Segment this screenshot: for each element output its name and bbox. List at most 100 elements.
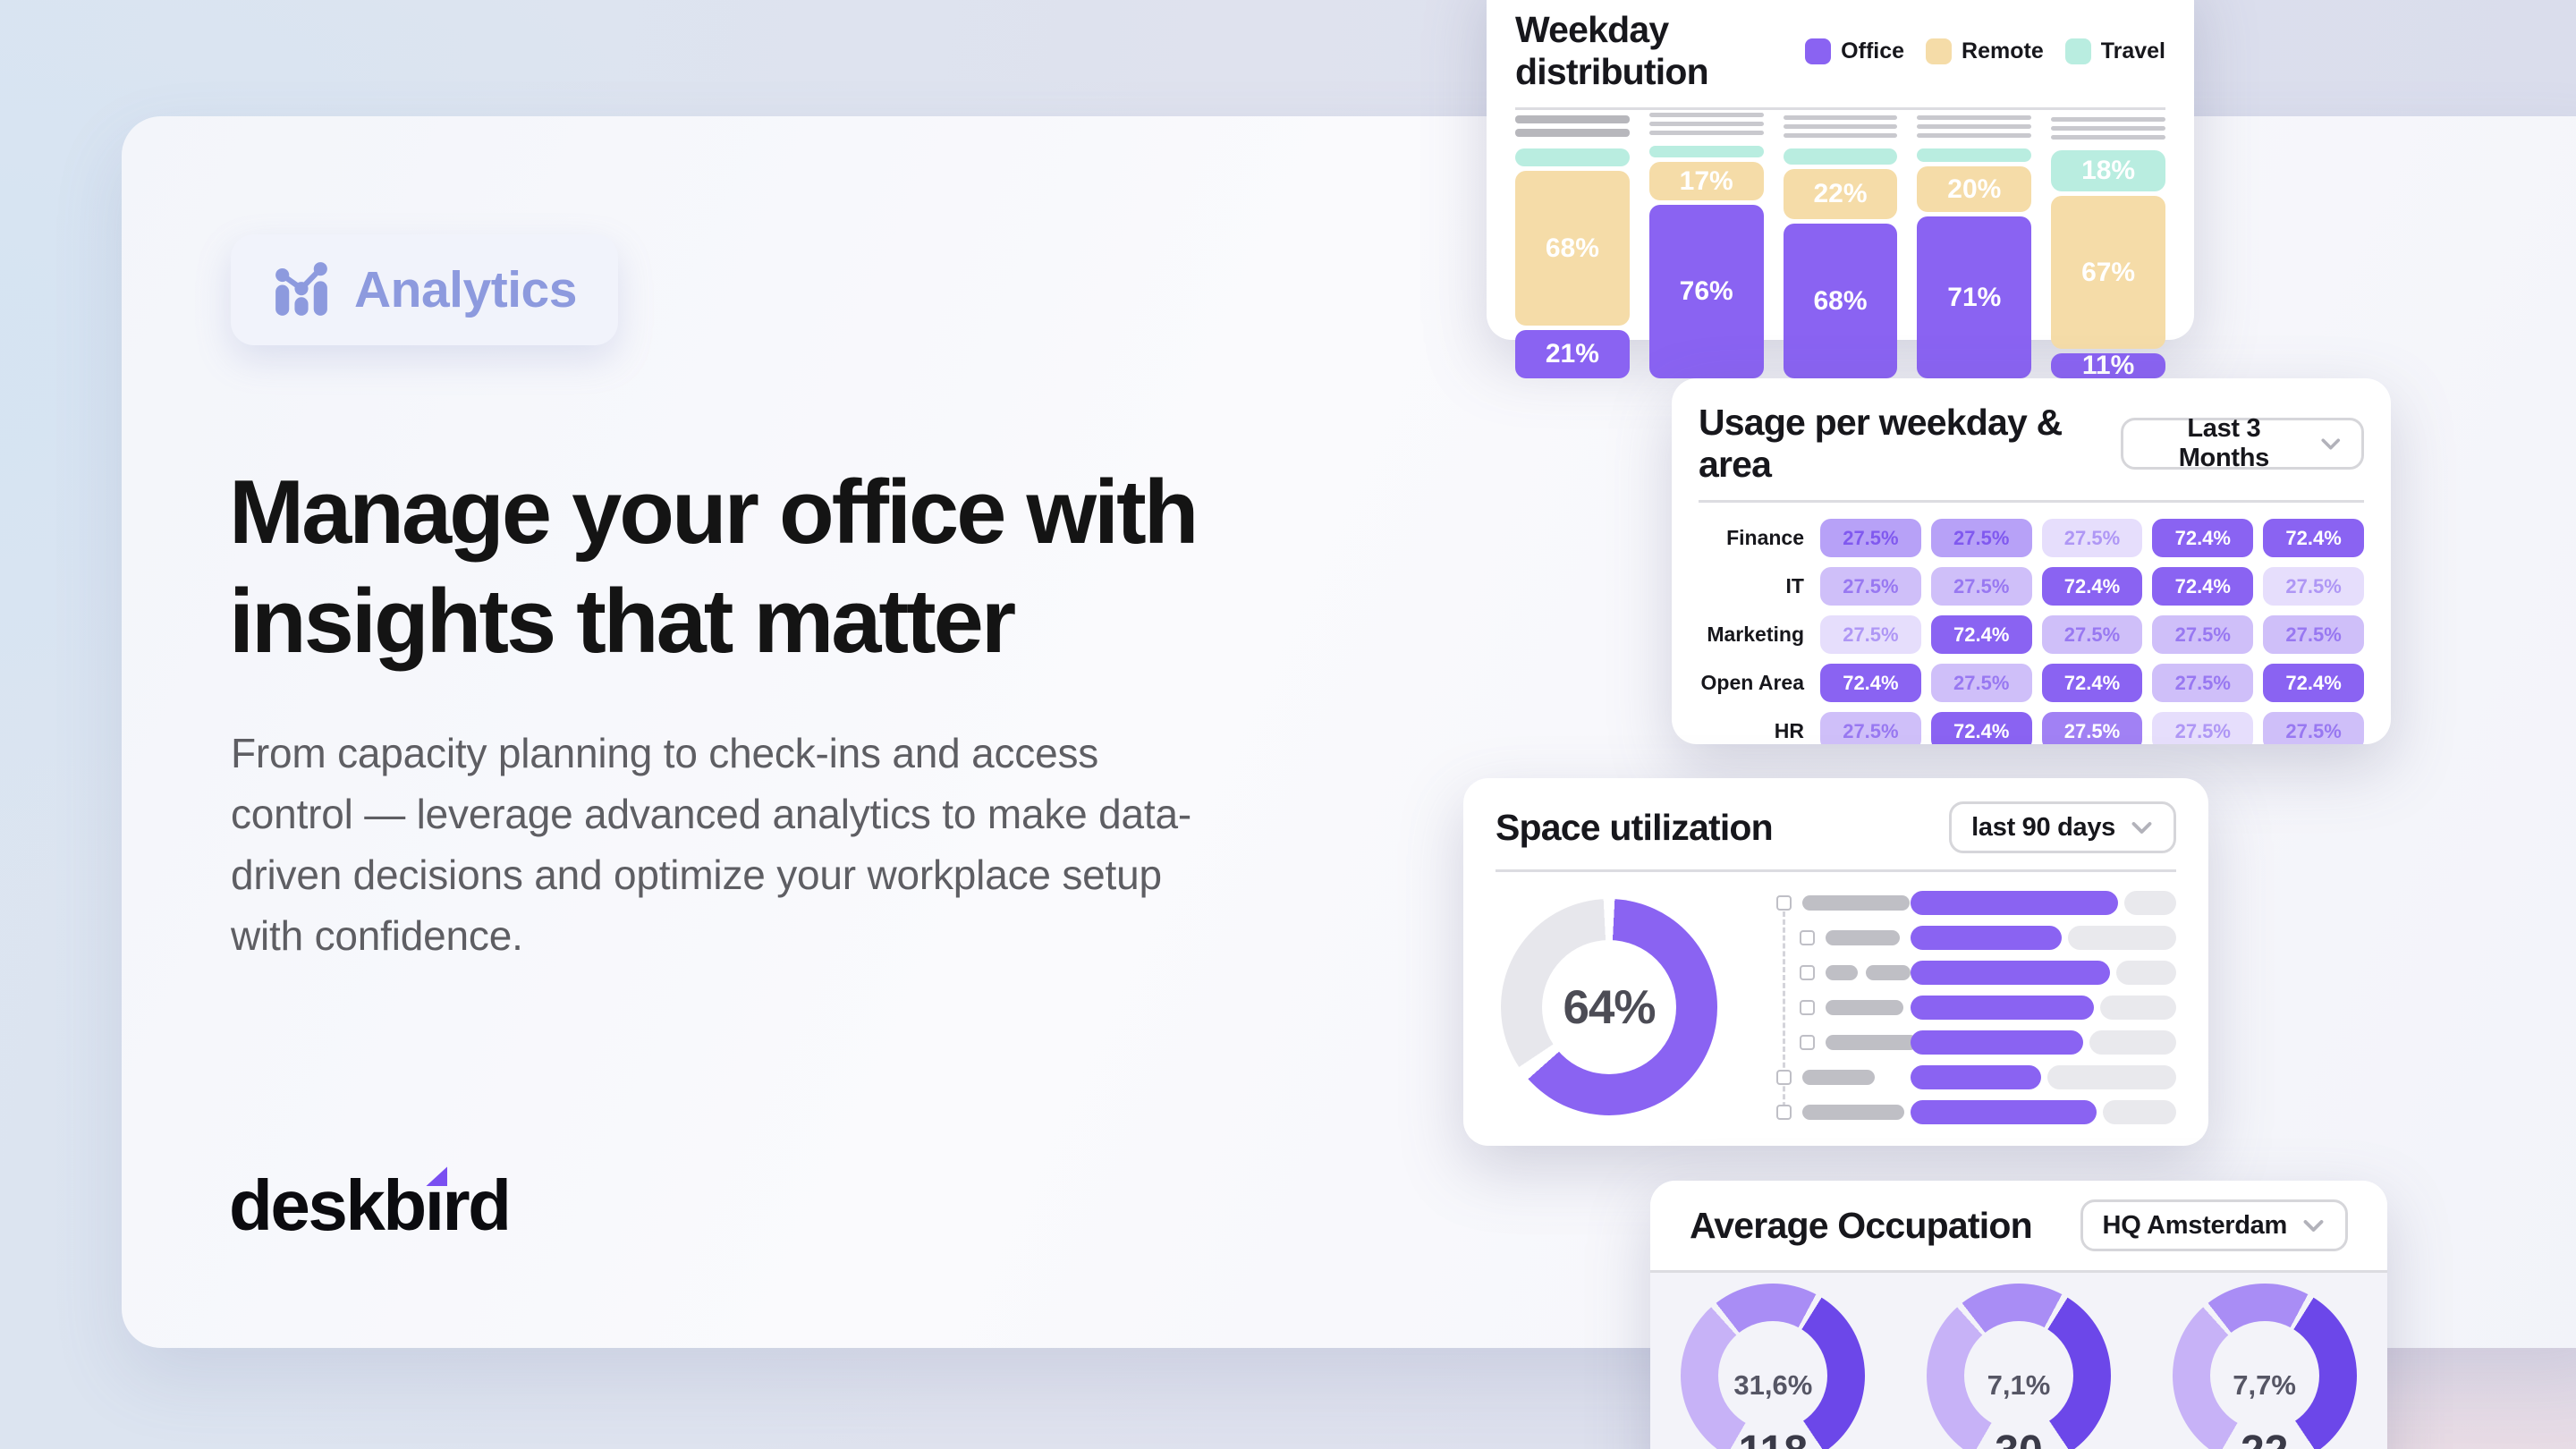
gauge-center [1963,1321,2073,1430]
dropdown-value: last 90 days [1971,812,2115,842]
legend-swatch-remote [1926,38,1953,64]
chevron-down-icon [2303,1219,2324,1232]
usage-heatmap-cell: 27.5% [1820,615,1921,654]
usage-heatmap-cell: 72.4% [1820,664,1921,702]
usage-heatmap-cell: 27.5% [2041,712,2143,744]
occupation-gauge: 31,6% 118 [1661,1280,1885,1449]
usage-table-row: Finance 27.5% 27.5% 27.5% 72.4% 72.4% [1699,519,2364,557]
label-placeholder [1802,1104,1904,1120]
occupation-gauge: 7,7% 22 [2153,1280,2377,1449]
average-occupation-card: Average Occupation HQ Amsterdam 31,6% 118… [1650,1181,2387,1449]
usage-heatmap-cell: 72.4% [2152,519,2254,557]
chevron-down-icon [2131,821,2152,834]
space-list-row [1776,1030,2176,1055]
usage-heatmap-cell: 27.5% [2152,615,2254,654]
usage-heatmap-table: Finance 27.5% 27.5% 27.5% 72.4% 72.4% IT 27.5% 2… [1699,519,2364,744]
segment-value-label: 18% [2081,156,2136,185]
checkbox-icon[interactable] [1800,929,1815,945]
utilization-bar [1911,1100,2176,1124]
checkbox-icon[interactable] [1776,1104,1792,1120]
checkbox-icon[interactable] [1776,894,1792,911]
segment-value-label: 76% [1679,276,1733,306]
usage-table-row: HR 27.5% 72.4% 27.5% 27.5% 27.5% [1699,712,2364,744]
bar-segment-travel [1515,148,1630,166]
checkbox-icon[interactable] [1800,999,1815,1015]
legend-item-remote[interactable]: Remote [1926,38,2044,64]
usage-heatmap-cell: 27.5% [2263,615,2364,654]
usage-heatmap-cell: 27.5% [2263,712,2364,744]
bar-segment-remote: 22% [1783,169,1898,219]
gauge-count-value: 118 [1681,1427,1865,1449]
label-placeholder [1826,999,1903,1015]
usage-heatmap-cell: 72.4% [1930,712,2032,744]
utilization-bar-rest [2102,1100,2176,1124]
weekday-bar-column: 18% 67% 11% [2051,117,2165,379]
utilization-donut-chart: 64% [1501,899,1717,1115]
utilization-bar-fill [1911,891,2118,915]
gauge-center [2209,1321,2319,1430]
bar-segment-office: 21% [1515,330,1630,378]
gauge-ring: 7,1% 30 [1926,1284,2111,1449]
time-range-dropdown[interactable]: Last 3 Months [2121,414,2364,472]
usage-row-label: Finance [1726,526,1804,549]
segment-value-label: 17% [1679,165,1733,196]
occupation-gauges: 31,6% 118 7,1% 30 7,7% 22 [1650,1273,2387,1449]
checkbox-icon[interactable] [1800,1034,1815,1050]
utilization-bar-rest [2089,1030,2176,1055]
usage-heatmap-cell: 27.5% [1820,567,1921,606]
utilization-bar-rest [2099,996,2176,1020]
time-range-dropdown[interactable]: last 90 days [1949,801,2176,853]
placeholder-stripes [1917,115,2032,142]
space-list [1776,890,2176,1134]
segment-value-label: 21% [1545,339,1599,369]
utilization-bar [1911,1065,2176,1089]
bar-segment-office: 68% [1783,224,1898,378]
utilization-bar [1911,1030,2176,1055]
page-title: Manage your office with insights that ma… [229,462,1199,673]
dropdown-value: Last 3 Months [2178,414,2270,472]
bar-segment-remote: 67% [2051,196,2165,349]
usage-heatmap-cell: 27.5% [2041,519,2143,557]
utilization-bar-rest [2068,926,2176,950]
usage-heatmap-cell: 27.5% [1930,519,2032,557]
usage-table-row: Open Area 72.4% 27.5% 72.4% 27.5% 72.4% [1699,664,2364,702]
utilization-bar [1911,926,2176,950]
usage-row-label: IT [1785,574,1804,597]
card-title: Weekday distribution [1515,9,1709,92]
placeholder-stripes [2051,117,2165,144]
checkbox-icon[interactable] [1776,1069,1792,1085]
legend-swatch-travel [2064,38,2091,64]
badge-label: Analytics [354,261,577,318]
usage-row-label: Marketing [1707,623,1804,646]
space-utilization-card: Space utilization last 90 days 64% [1463,778,2208,1146]
gauge-percent-value: 31,6% [1733,1369,1813,1401]
legend-swatch-office [1805,38,1832,64]
utilization-bar [1911,891,2176,915]
space-list-row [1776,960,2176,985]
usage-heatmap-cell: 27.5% [1930,664,2032,702]
gauge-ring: 31,6% 118 [1681,1284,1866,1449]
legend-item-office[interactable]: Office [1805,38,1904,64]
weekday-bar-column: 22% 68% [1783,115,1898,378]
segment-value-label: 71% [1947,282,2002,312]
usage-heatmap-cell: 27.5% [1820,712,1921,744]
bar-segment-office: 71% [1917,216,2032,378]
location-dropdown[interactable]: HQ Amsterdam [2080,1199,2348,1251]
deskbird-logo: deskbı rd [229,1166,512,1241]
space-list-row [1776,890,2176,915]
usage-table-row: IT 27.5% 27.5% 72.4% 72.4% 27.5% [1699,567,2364,606]
placeholder-stripes [1648,113,1764,140]
legend-item-travel[interactable]: Travel [2064,38,2165,64]
analytics-chart-icon [275,262,327,316]
usage-heatmap-cell: 72.4% [2041,567,2143,606]
utilization-bar [1911,996,2176,1020]
bar-segment-office: 11% [2051,352,2165,379]
chart-legend: Office Remote Travel [1805,38,2165,64]
utilization-bar-rest [2123,891,2176,915]
usage-heatmap-cell: 72.4% [2041,664,2143,702]
bar-segment-remote: 68% [1515,171,1630,326]
gauge-percent-value: 7,7% [2233,1369,2296,1401]
checkbox-icon[interactable] [1800,964,1815,980]
logo-text: deskb [229,1165,427,1245]
usage-heatmap-cell: 27.5% [2152,664,2254,702]
